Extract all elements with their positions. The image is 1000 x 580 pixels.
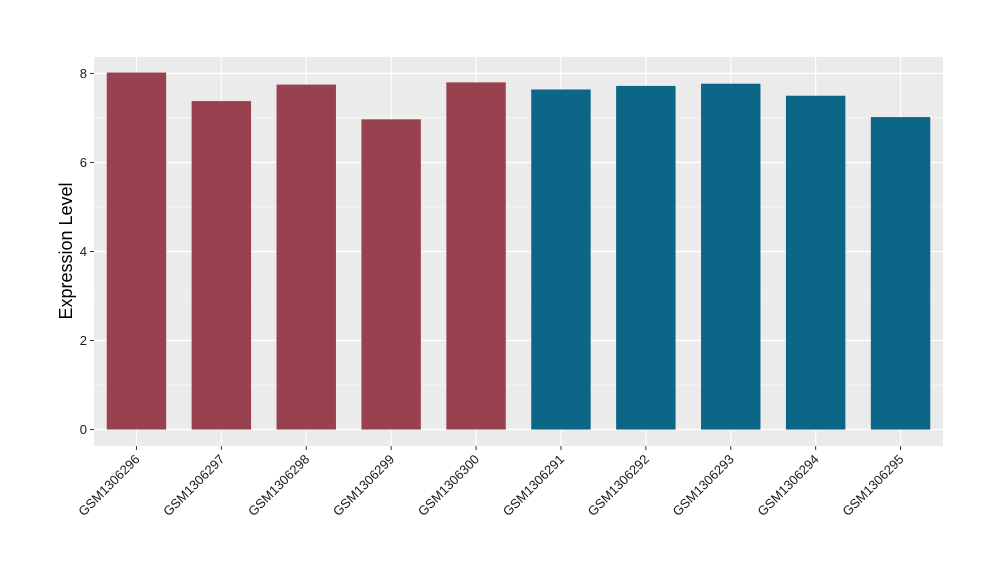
x-tick-label: GSM1306291 bbox=[500, 452, 567, 519]
bars bbox=[106, 72, 931, 430]
y-tick-label: 8 bbox=[80, 66, 87, 81]
bar-GSM1306298 bbox=[276, 84, 336, 430]
bar-GSM1306292 bbox=[616, 85, 676, 430]
y-tick-label: 4 bbox=[80, 244, 87, 259]
x-tick-label: GSM1306292 bbox=[585, 452, 652, 519]
x-tick-label: GSM1306299 bbox=[330, 452, 397, 519]
x-tick-label: GSM1306300 bbox=[415, 452, 482, 519]
y-tick-label: 0 bbox=[80, 422, 87, 437]
bar-GSM1306294 bbox=[785, 95, 846, 430]
bar-GSM1306295 bbox=[870, 117, 931, 430]
bar-GSM1306299 bbox=[361, 119, 421, 430]
x-tick-label: GSM1306298 bbox=[245, 452, 312, 519]
x-tick-label: GSM1306294 bbox=[754, 452, 821, 519]
bar-GSM1306300 bbox=[446, 82, 506, 430]
x-tick-label: GSM1306293 bbox=[670, 452, 737, 519]
bar-GSM1306297 bbox=[191, 101, 252, 430]
x-axis: GSM1306296 GSM1306297 GSM1306298 GSM1306299… bbox=[75, 446, 907, 519]
bar-GSM1306293 bbox=[701, 83, 761, 430]
y-tick-label: 6 bbox=[80, 155, 87, 170]
x-tick-label: GSM1306296 bbox=[75, 452, 142, 519]
bar-GSM1306296 bbox=[106, 72, 167, 430]
x-tick-label: GSM1306297 bbox=[160, 452, 227, 519]
y-axis-title: Expression Level bbox=[56, 182, 76, 319]
x-tick-label: GSM1306295 bbox=[839, 452, 906, 519]
bar-GSM1306291 bbox=[531, 89, 591, 430]
y-axis: 0 2 4 6 8 bbox=[80, 66, 94, 437]
y-tick-label: 2 bbox=[80, 333, 87, 348]
